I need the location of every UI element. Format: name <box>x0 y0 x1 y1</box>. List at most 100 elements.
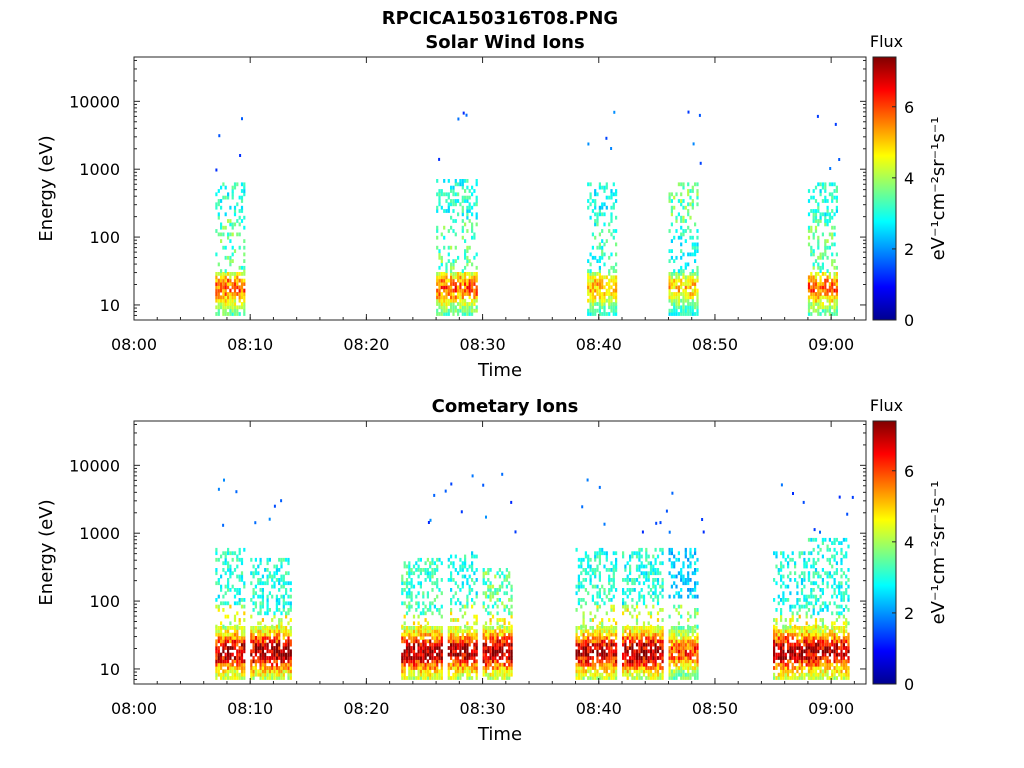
flux-cell <box>610 219 613 223</box>
flux-cell <box>222 662 225 667</box>
flux-cell <box>233 551 237 556</box>
x-tick-label: 08:20 <box>343 335 389 354</box>
flux-cell <box>691 202 694 207</box>
flux-cell <box>821 618 824 622</box>
flux-cell <box>594 584 597 589</box>
flux-cell <box>699 161 702 165</box>
flux-cell <box>417 621 420 626</box>
flux-cell <box>810 666 813 670</box>
flux-cell <box>403 588 406 592</box>
flux-cell <box>821 578 824 582</box>
flux-cell <box>417 574 420 579</box>
flux-cell <box>601 239 604 243</box>
flux-cell <box>233 292 237 296</box>
colorbar-title: Flux <box>870 32 903 51</box>
flux-cell <box>670 639 673 644</box>
flux-cell <box>587 298 590 303</box>
flux-cell <box>791 551 794 556</box>
flux-cell <box>405 591 409 596</box>
y-tick-label: 10000 <box>69 92 120 111</box>
flux-cell <box>670 239 673 243</box>
flux-cell <box>684 629 687 634</box>
flux-cell <box>605 195 608 200</box>
flux-cell <box>782 656 785 660</box>
flux-cell <box>817 285 820 290</box>
x-tick-label: 08:50 <box>692 699 738 718</box>
flux-cell <box>259 629 262 634</box>
flux-cell <box>431 646 434 650</box>
flux-cell <box>603 312 606 316</box>
flux-cell <box>229 298 232 303</box>
flux-cell <box>638 636 641 640</box>
flux-cell <box>238 295 241 300</box>
flux-cell <box>501 581 504 586</box>
flux-cell <box>452 209 455 213</box>
flux-cell <box>589 285 592 290</box>
flux-cell <box>842 621 845 626</box>
flux-cell <box>227 235 230 240</box>
flux-cell <box>271 652 274 657</box>
flux-cell <box>240 598 244 602</box>
flux-cell <box>252 594 255 599</box>
flux-cell <box>682 292 685 296</box>
flux-cell <box>682 199 685 203</box>
flux-cell <box>652 591 655 596</box>
flux-cell <box>450 292 453 296</box>
flux-cell <box>438 312 441 316</box>
flux-cell <box>450 639 453 644</box>
flux-cell <box>824 215 827 220</box>
flux-cell <box>840 557 843 562</box>
flux-cell <box>601 202 604 207</box>
flux-cell <box>640 629 643 634</box>
flux-cell <box>412 672 416 677</box>
flux-cell <box>803 578 806 582</box>
flux-cell <box>615 298 618 303</box>
flux-cell <box>654 561 657 566</box>
flux-cell <box>612 618 615 622</box>
flux-cell <box>626 588 629 592</box>
flux-cell <box>626 581 629 586</box>
flux-cell <box>598 571 601 576</box>
flux-cell <box>466 195 469 200</box>
flux-cell <box>680 219 683 223</box>
flux-cell <box>677 312 680 316</box>
flux-cell <box>594 557 597 562</box>
flux-cell <box>582 624 585 629</box>
flux-cell <box>652 642 655 647</box>
flux-cell <box>773 598 776 602</box>
flux-cell <box>694 302 697 306</box>
flux-cell <box>691 298 694 303</box>
flux-cell <box>661 561 664 566</box>
flux-cell <box>231 672 234 677</box>
flux-cell <box>687 578 690 582</box>
flux-cell <box>243 629 246 634</box>
flux-cell <box>466 626 469 630</box>
flux-cell <box>605 662 608 667</box>
flux-cell <box>582 649 585 654</box>
flux-cell <box>615 551 618 556</box>
flux-cell <box>496 636 499 640</box>
flux-cell <box>252 632 255 637</box>
flux-cell <box>450 278 453 283</box>
flux-cell <box>220 205 223 210</box>
flux-cell <box>224 629 227 634</box>
flux-cell <box>243 269 246 273</box>
flux-cell <box>598 272 601 276</box>
flux-cell <box>587 636 590 640</box>
flux-cell <box>652 604 655 609</box>
flux-cell <box>491 626 495 630</box>
flux-cell <box>227 547 230 552</box>
flux-cell <box>461 632 464 637</box>
flux-cell <box>224 298 227 303</box>
flux-cell <box>789 632 792 637</box>
flux-cell <box>412 636 416 640</box>
flux-cell <box>610 676 613 680</box>
flux-cell <box>487 666 490 670</box>
flux-cell <box>426 652 429 657</box>
flux-cell <box>810 646 813 650</box>
flux-cell <box>501 601 504 606</box>
flux-cell <box>810 629 813 634</box>
flux-cell <box>696 308 699 313</box>
flux-cell <box>819 255 822 260</box>
flux-cell <box>833 305 836 310</box>
